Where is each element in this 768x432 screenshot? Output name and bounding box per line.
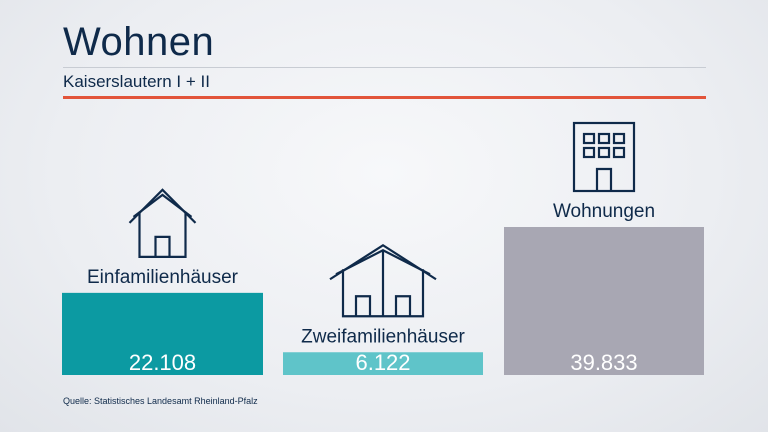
- two-family-house-icon: [329, 243, 437, 318]
- bar-3: [504, 227, 704, 375]
- accent-divider: [63, 96, 706, 99]
- bar-group-2: 6.122 Zweifamilienhäuser: [283, 243, 483, 375]
- page-title: Wohnen: [63, 20, 215, 64]
- bar-1: [62, 292, 263, 375]
- data-label-3: 39.833: [570, 350, 637, 375]
- apartment-building-icon: [572, 121, 636, 193]
- title-divider: [63, 67, 706, 68]
- data-label-1: 22.108: [129, 350, 196, 375]
- data-label-2: 6.122: [355, 350, 410, 375]
- house-icon: [128, 188, 197, 258]
- category-label-2: Zweifamilienhäuser: [301, 326, 465, 347]
- bar-group-1: 22.108 Einfamilienhäuser: [62, 188, 263, 375]
- bar-group-3: 39.833 Wohnungen: [504, 121, 704, 375]
- bar-2: [283, 352, 483, 375]
- page-subtitle: Kaiserslautern I + II: [63, 72, 210, 91]
- category-label-1: Einfamilienhäuser: [87, 267, 239, 288]
- category-label-3: Wohnungen: [553, 201, 655, 222]
- source-note: Quelle: Statistisches Landesamt Rheinlan…: [63, 396, 258, 406]
